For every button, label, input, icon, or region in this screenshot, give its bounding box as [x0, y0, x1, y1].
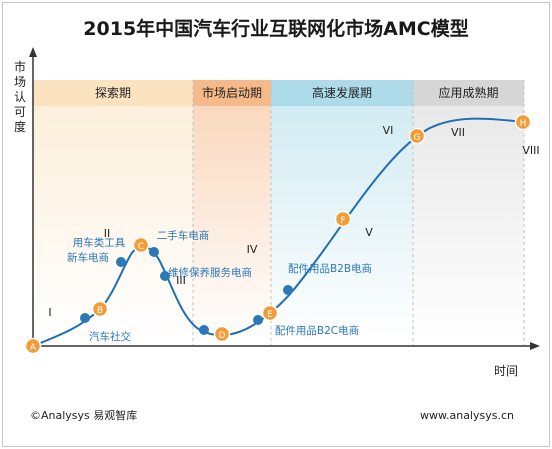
- app-dot-7: [283, 285, 293, 295]
- point-g: [408, 127, 426, 145]
- y-axis-label: 市场认可度: [13, 60, 26, 134]
- website-url: www.analysys.cn: [420, 409, 514, 422]
- point-label-h: H: [520, 119, 527, 129]
- source-credit: ©Analysys 易观智库: [30, 409, 138, 422]
- point-label-b: B: [97, 306, 103, 316]
- stage-column-2: [193, 106, 271, 345]
- stage-label-4: 应用成熟期: [438, 85, 498, 100]
- phase-numeral-7: VII: [451, 126, 465, 139]
- stage-band-1: [33, 80, 193, 106]
- point-label-e: E: [267, 310, 273, 320]
- phase-numeral-6: VI: [383, 124, 394, 137]
- point-label-a: A: [30, 343, 37, 353]
- stage-band-2: [193, 80, 271, 106]
- amc-curve: [32, 117, 525, 347]
- app-dot-5: [199, 325, 209, 335]
- point-h: [514, 113, 532, 131]
- app-label-1: 汽车社交: [89, 330, 131, 343]
- phase-numeral-8: VIII: [522, 144, 539, 157]
- stage-label-3: 高速发展期: [312, 85, 372, 100]
- point-f: [334, 210, 352, 228]
- phase-numeral-2: II: [104, 227, 111, 240]
- point-label-d: D: [219, 331, 226, 341]
- app-label-2: 新车电商: [67, 251, 109, 264]
- stage-label-1: 探索期: [95, 86, 131, 100]
- stage-label-2: 市场启动期: [202, 85, 262, 100]
- chart-title: 2015年中国汽车行业互联网化市场AMC模型: [83, 18, 469, 40]
- app-label-7: 配件用品B2B电商: [288, 262, 372, 275]
- x-axis-label: 时间: [494, 364, 519, 378]
- app-label-6: 配件用品B2C电商: [275, 324, 359, 337]
- phase-numeral-3: III: [176, 274, 186, 287]
- app-dot-3: [149, 247, 159, 257]
- stage-band-3: [271, 80, 413, 106]
- point-a: [24, 337, 42, 355]
- phase-numeral-1: I: [48, 306, 51, 319]
- app-dot-2: [116, 257, 126, 267]
- stage-column-4: [413, 106, 524, 345]
- y-axis-arrow: [29, 47, 37, 57]
- app-label-3: 用车类工具: [73, 236, 126, 249]
- point-c: [132, 236, 150, 254]
- app-dot-6: [253, 315, 263, 325]
- stage-column-1: [33, 106, 193, 345]
- point-e: [261, 304, 279, 322]
- app-dot-4: [160, 271, 170, 281]
- point-b: [91, 300, 109, 318]
- app-label-5: 维修保养服务电商: [168, 266, 252, 279]
- phase-numeral-5: V: [365, 226, 373, 239]
- point-d: [213, 325, 231, 343]
- app-label-4: 二手车电商: [157, 229, 210, 242]
- point-label-c: C: [138, 242, 144, 252]
- point-label-g: G: [414, 133, 421, 143]
- stage-band-4: [413, 80, 524, 106]
- app-dot-1: [80, 313, 90, 323]
- x-axis-arrow: [530, 342, 540, 350]
- phase-numeral-4: IV: [247, 243, 258, 256]
- point-label-f: F: [340, 216, 345, 226]
